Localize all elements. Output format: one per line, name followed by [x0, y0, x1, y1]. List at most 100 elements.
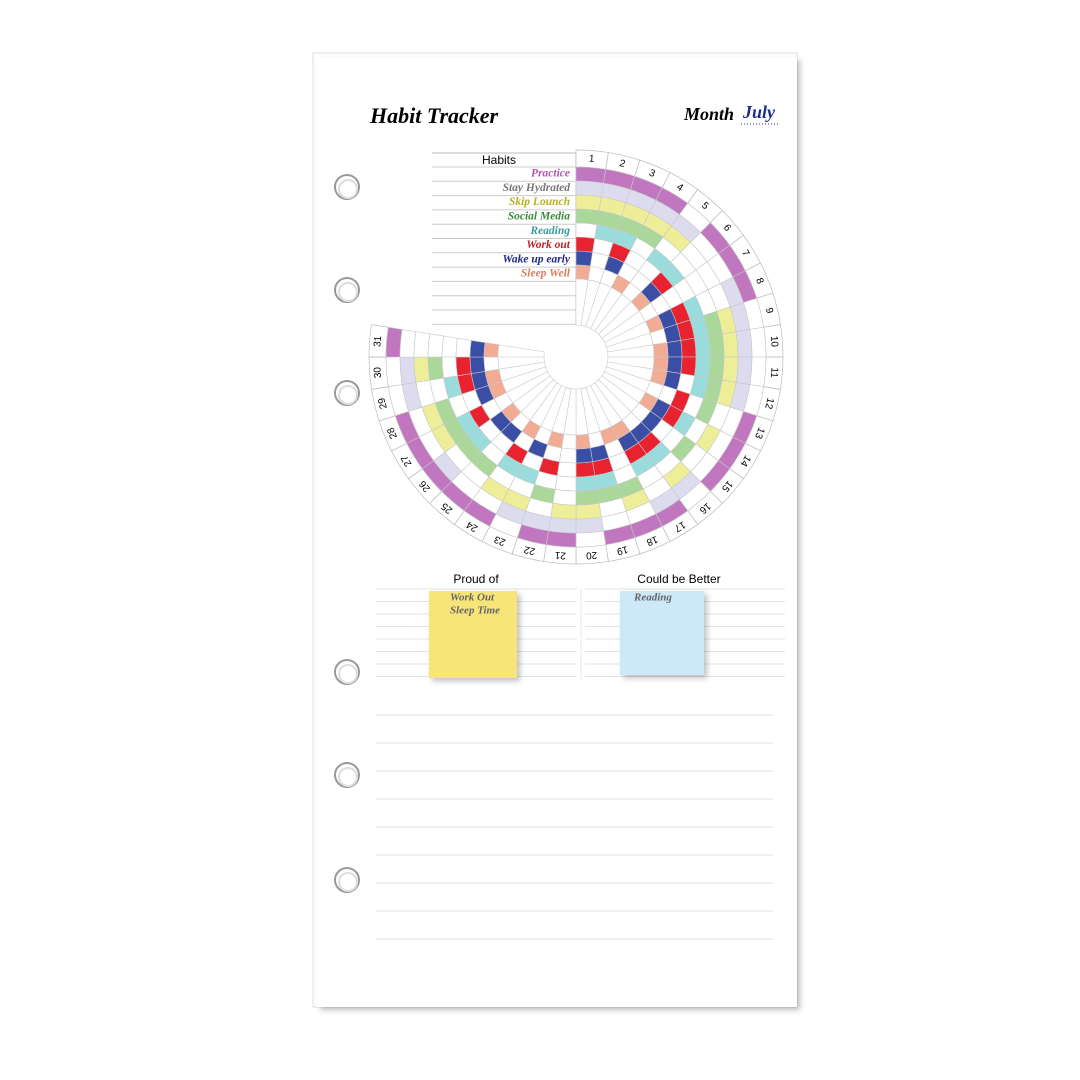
- day-number: 6: [721, 222, 733, 234]
- habits-heading: Habits: [482, 153, 516, 167]
- day-number: 5: [699, 200, 711, 212]
- done-cell: [399, 356, 417, 385]
- day-number: 10: [768, 335, 780, 347]
- done-cell: [666, 340, 683, 358]
- empty-cell: [749, 326, 767, 358]
- empty-cell: [399, 329, 417, 358]
- done-cell: [427, 356, 444, 381]
- day-number: 20: [585, 549, 597, 561]
- day-number: 27: [399, 453, 414, 469]
- month-label: Month: [683, 104, 734, 124]
- empty-cell: [561, 433, 577, 450]
- empty-cell: [575, 530, 607, 548]
- done-cell: [735, 329, 753, 358]
- done-cell: [483, 342, 500, 358]
- day-number: 17: [672, 519, 688, 534]
- day-number: 21: [554, 549, 566, 561]
- done-cell: [469, 340, 486, 358]
- day-number: 23: [492, 533, 507, 548]
- day-number: 29: [376, 396, 389, 410]
- habit-label: Social Media: [508, 211, 571, 223]
- day-number: 4: [674, 182, 685, 195]
- done-cell: [455, 356, 472, 377]
- done-cell: [548, 516, 577, 534]
- habit-label: Wake up early: [502, 253, 570, 265]
- hole-shadow: [338, 179, 358, 199]
- done-cell: [575, 180, 604, 198]
- done-cell: [694, 356, 711, 379]
- day-number: 28: [385, 425, 400, 440]
- empty-cell: [441, 356, 458, 379]
- done-cell: [575, 433, 591, 450]
- done-cell: [575, 250, 593, 267]
- done-cell: [575, 194, 602, 212]
- hole-shadow: [338, 872, 358, 892]
- habit-label: Work out: [526, 239, 570, 251]
- empty-cell: [455, 337, 472, 358]
- hole-shadow: [338, 767, 358, 787]
- day-number: 8: [753, 276, 765, 286]
- habit-label: Reading: [529, 225, 570, 237]
- day-number: 13: [752, 426, 767, 441]
- done-cell: [545, 530, 577, 548]
- hole-shadow: [338, 664, 358, 684]
- done-cell: [708, 333, 725, 358]
- done-cell: [680, 337, 697, 358]
- day-number: 22: [523, 543, 537, 556]
- inner-cell: [497, 344, 545, 358]
- empty-cell: [385, 356, 403, 388]
- done-cell: [469, 356, 486, 374]
- habit-label: Practice: [531, 168, 570, 180]
- ring-holes: [334, 174, 360, 893]
- done-cell: [575, 447, 593, 464]
- done-cell: [413, 356, 431, 383]
- sticky-note-yellow: [429, 591, 517, 678]
- habit-label: Sleep Well: [521, 268, 571, 280]
- done-cell: [575, 264, 591, 281]
- habit-table: Practice Stay Hydrated Skip Lounch Social M…: [432, 152, 577, 325]
- day-number: 1: [588, 154, 595, 165]
- empty-cell: [413, 331, 431, 358]
- day-number: 7: [739, 248, 752, 259]
- done-cell: [735, 356, 753, 385]
- done-cell: [708, 356, 725, 381]
- done-cell: [680, 356, 697, 377]
- done-cell: [652, 342, 669, 358]
- done-cell: [694, 335, 711, 358]
- empty-cell: [556, 461, 577, 478]
- sticky-text: Sleep Time: [450, 605, 500, 617]
- done-cell: [721, 356, 739, 383]
- empty-cell: [749, 356, 767, 388]
- done-cell: [575, 461, 596, 478]
- month: July: [742, 102, 776, 122]
- hole-shadow: [338, 282, 358, 302]
- empty-cell: [427, 333, 444, 358]
- day-number: 30: [372, 366, 384, 378]
- done-cell: [575, 489, 600, 506]
- done-cell: [575, 166, 607, 184]
- done-cell: [385, 326, 403, 358]
- day-number: 24: [464, 518, 480, 533]
- done-cell: [575, 502, 602, 520]
- empty-cell: [559, 447, 577, 464]
- done-cell: [575, 208, 600, 225]
- done-cell: [666, 356, 683, 374]
- empty-cell: [483, 356, 500, 372]
- done-cell: [652, 356, 669, 372]
- day-number: 12: [762, 397, 775, 411]
- empty-cell: [575, 222, 598, 239]
- day-number: 14: [737, 453, 752, 469]
- day-number: 3: [647, 168, 657, 180]
- day-number: 19: [615, 543, 629, 556]
- habit-label: Skip Lounch: [509, 196, 570, 208]
- habit-wheel: 1 234567891011121314151617181920212223242…: [368, 149, 784, 565]
- day-number: 18: [644, 533, 659, 548]
- habit-label: Stay Hydrated: [503, 182, 571, 194]
- empty-cell: [441, 335, 458, 358]
- empty-cell: [552, 489, 577, 506]
- done-cell: [575, 236, 596, 253]
- proud-heading: Proud of: [453, 572, 499, 586]
- hole-shadow: [338, 385, 358, 405]
